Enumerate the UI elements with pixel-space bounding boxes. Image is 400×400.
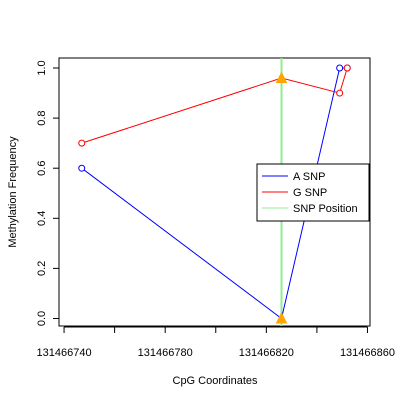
- series-1-point: [336, 89, 344, 97]
- y-axis-label: Methylation Frequency: [7, 136, 19, 248]
- y-tick-label: 0.0: [36, 311, 48, 326]
- series-layer: [78, 64, 351, 324]
- series-1-point: [343, 64, 351, 72]
- series-1-point: [78, 139, 86, 147]
- x-tick-label: 131466740: [37, 347, 92, 359]
- legend: A SNP G SNP SNP Position: [256, 163, 370, 222]
- series-1-snp-marker: [275, 71, 288, 84]
- x-axis-label: CpG Coordinates: [173, 375, 258, 387]
- y-axis: 0.0 0.2 0.4 0.6 0.8 1.0: [36, 60, 60, 326]
- legend-label-0: A SNP: [293, 171, 325, 183]
- legend-label-2: SNP Position: [293, 203, 358, 215]
- x-tick-label: 131466860: [340, 347, 395, 359]
- series-0-point: [78, 164, 86, 172]
- y-tick-label: 0.4: [36, 211, 48, 226]
- y-tick-label: 0.6: [36, 161, 48, 176]
- x-tick-label: 131466780: [138, 347, 193, 359]
- x-tick-label: 131466820: [239, 347, 294, 359]
- x-axis: 131466740 131466780 131466820 131466860: [37, 326, 395, 359]
- series-0-point: [336, 64, 344, 72]
- series-line-1: [81, 67, 348, 144]
- y-tick-label: 0.8: [36, 110, 48, 125]
- y-tick-label: 0.2: [36, 261, 48, 276]
- y-tick-label: 1.0: [36, 60, 48, 75]
- series-0-snp-marker: [275, 311, 288, 324]
- legend-label-1: G SNP: [293, 187, 327, 199]
